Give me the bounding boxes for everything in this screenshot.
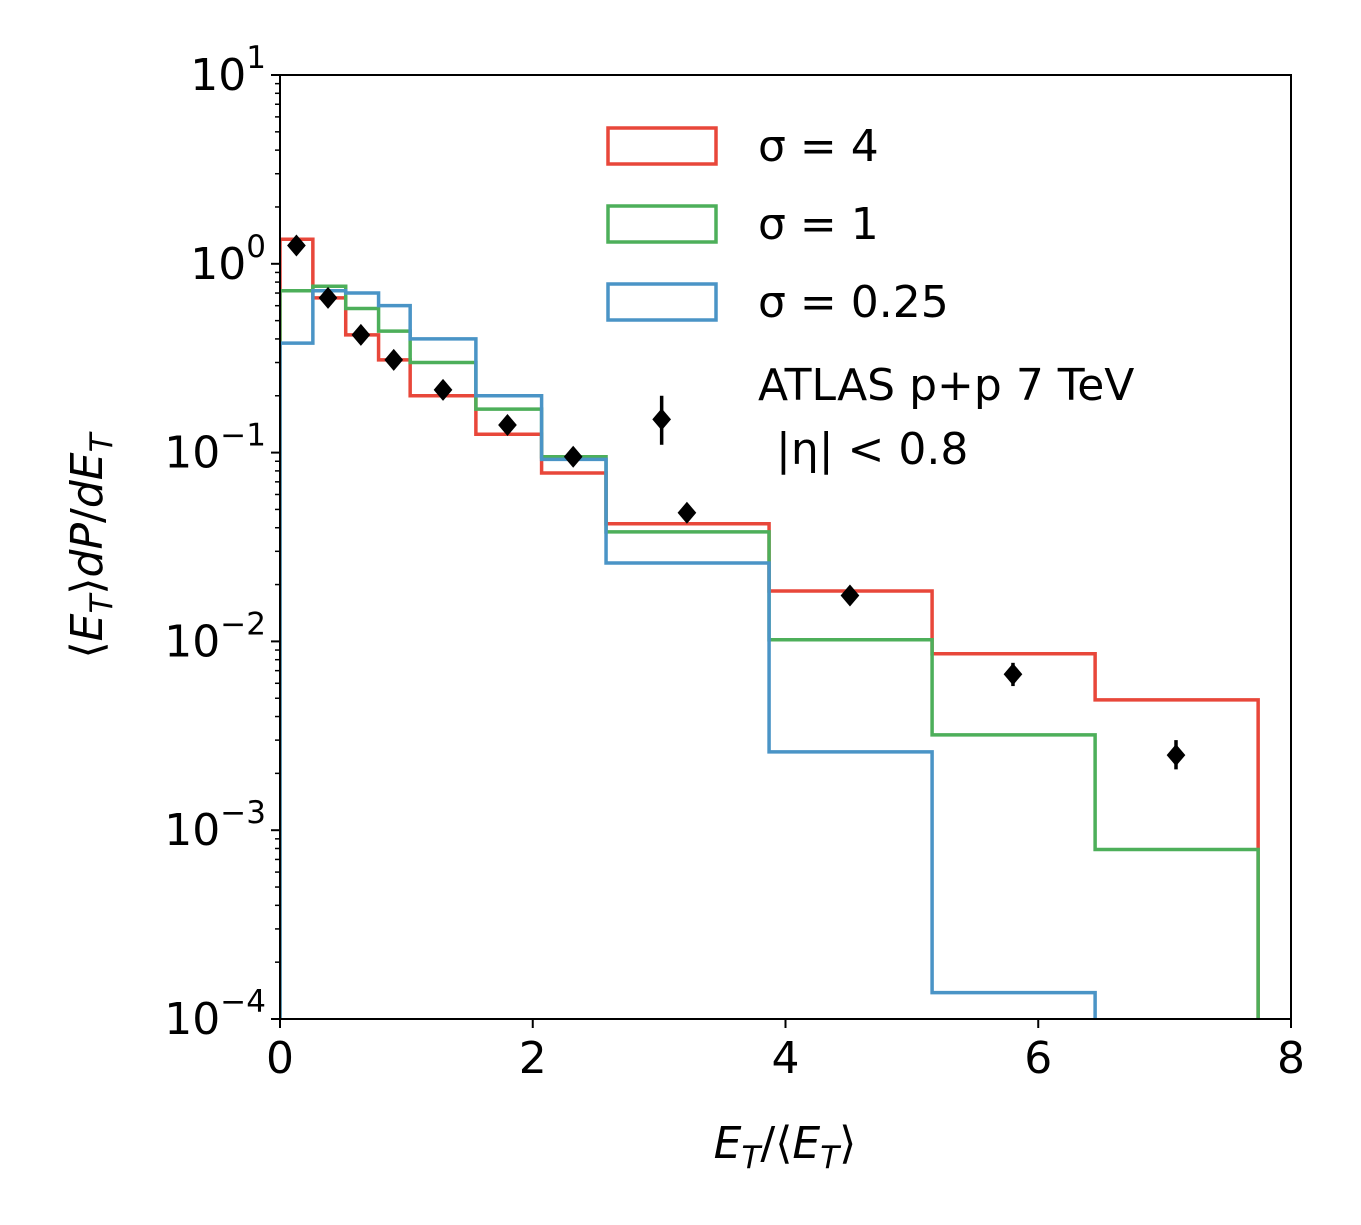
data-point-3 [384, 348, 404, 371]
data-point-8 [677, 501, 697, 524]
data-point-7 [652, 408, 672, 431]
histogram-series-1 [280, 284, 1260, 1019]
x-tick-label-0: 0 [266, 1033, 294, 1084]
x-axis-label: ET/⟨ET⟩ [714, 1118, 857, 1176]
legend-label-2: σ = 0.25 [758, 277, 949, 328]
legend-swatch-2 [606, 282, 718, 322]
data-point-11 [1166, 744, 1186, 767]
data-point-10 [1003, 663, 1023, 686]
data-point-4 [433, 378, 453, 401]
legend-swatch-0 [606, 126, 718, 166]
y-tick-label-2: 10−1 [164, 418, 266, 479]
data-point-2 [351, 323, 371, 346]
legend-label-0: σ = 4 [758, 121, 879, 172]
legend-label-1: σ = 1 [758, 199, 879, 250]
dataset-label: ATLAS p+p 7 TeV [758, 360, 1134, 411]
data-point-6 [563, 445, 583, 468]
x-tick-label-2: 4 [772, 1033, 800, 1084]
dataset-cut-label: |η| < 0.8 [776, 424, 968, 475]
y-tick-label-5: 10−4 [164, 984, 266, 1045]
x-tick-label-3: 6 [1024, 1033, 1052, 1084]
x-tick-label-1: 2 [519, 1033, 547, 1084]
plot-area [279, 74, 1292, 1020]
data-point-0 [287, 234, 306, 257]
x-axis: 0 2 4 6 8 [266, 1019, 1305, 1084]
data-point-1 [318, 286, 338, 309]
legend: σ = 4 σ = 1 σ = 0.25 ATLAS p+p 7 TeV |η| < 0… [606, 121, 1134, 475]
data-point-9 [840, 584, 860, 607]
y-axis: 101 100 10−1 10−2 10−3 10−4 [164, 40, 280, 1045]
y-axis-label: ⟨ET⟩dP/dET [62, 431, 120, 658]
legend-swatch-1 [606, 204, 718, 244]
y-tick-label-3: 10−2 [164, 606, 266, 667]
y-tick-label-1: 100 [190, 229, 266, 290]
x-tick-label-4: 8 [1277, 1033, 1305, 1084]
y-tick-label-4: 10−3 [164, 795, 266, 856]
y-tick-label-0: 101 [190, 40, 266, 101]
data-point-5 [498, 414, 517, 437]
